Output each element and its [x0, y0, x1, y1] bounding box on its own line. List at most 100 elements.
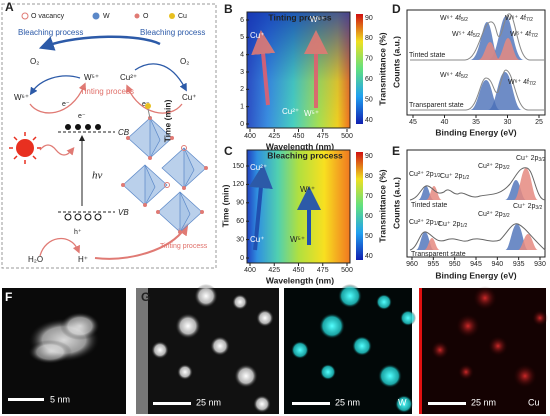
photon-arrow — [39, 144, 75, 156]
electrons — [65, 124, 101, 130]
trend-arrow — [248, 164, 273, 251]
panel-label: G — [141, 290, 150, 304]
peak-label: Cu²⁺ 2p3/2 — [478, 163, 510, 171]
species: W⁵⁺ — [84, 73, 99, 82]
peak-label: Cu²⁺ 2p3/2 — [478, 211, 510, 219]
colorbar-tick-label: 80 — [365, 35, 373, 42]
peak-subscript: 3/2 — [503, 165, 510, 171]
cu-atom — [145, 103, 151, 109]
colorbar-tick-label: 60 — [365, 76, 373, 83]
x-tick-label: 500 — [341, 133, 353, 140]
panel-label: C — [224, 144, 233, 158]
annotation: W⁵⁺ — [304, 109, 319, 118]
peak-text: Cu⁺ 2p — [513, 203, 535, 210]
y-tick-label: 2 — [240, 86, 244, 93]
legend-icon — [21, 12, 29, 20]
peak-text: W⁶⁺ 4f — [440, 15, 461, 22]
peak-subscript: 7/2 — [529, 81, 536, 87]
annotation: W⁵⁺ — [290, 235, 305, 244]
peak-label: W⁶⁺ 4f7/2 — [508, 79, 536, 87]
image-edge — [136, 288, 148, 414]
band-label: CB — [118, 128, 130, 137]
x-tick-label: 945 — [470, 261, 482, 268]
panel-g: G 25 nm 25 nm W 25 nm Cu — [136, 284, 548, 414]
peak-label: Cu²⁺ 2p1/2 — [409, 171, 441, 179]
spectrum — [409, 167, 546, 201]
x-tick-label: 25 — [535, 119, 543, 126]
species: O₂ — [180, 57, 189, 66]
legend-text: Cu — [178, 13, 187, 20]
annotation: W⁶⁺ — [310, 15, 325, 24]
state-label: Transparent state — [411, 251, 466, 258]
peak-subscript: 7/2 — [526, 17, 533, 23]
peak-subscript: 3/2 — [503, 213, 510, 219]
peak-text: Cu⁺ 2p — [438, 221, 460, 228]
colorbar-tick-label: 90 — [365, 15, 373, 22]
particle — [60, 312, 100, 340]
legend-icon — [169, 13, 175, 19]
panel-b: B Tinting process Cu⁺ W⁶⁺ Cu²⁺ W⁵⁺ Time … — [162, 2, 387, 151]
colorbar-tick-label: 60 — [365, 213, 373, 220]
x-tick-label: 425 — [268, 267, 280, 274]
peak-text: W⁵⁺ 4f — [510, 31, 531, 38]
y-axis-label: Counts (a.u.) — [391, 36, 401, 88]
plot-title: Bleaching process — [267, 150, 343, 160]
x-tick-label: 450 — [293, 267, 305, 274]
x-tick-label: 960 — [406, 261, 418, 268]
peak — [478, 42, 500, 60]
peak-text: W⁶⁺ 4f — [505, 15, 526, 22]
panel-label: E — [392, 144, 400, 158]
arrow — [126, 84, 183, 114]
legend-icon — [134, 13, 140, 19]
peak — [496, 38, 520, 60]
species: O₂ — [30, 57, 39, 66]
scale-bar — [8, 398, 44, 401]
y-tick-label: 5 — [240, 34, 244, 41]
scale-label: 25 nm — [471, 397, 496, 407]
photon-label: hν — [92, 170, 103, 182]
colorbar-tick-label: 40 — [365, 117, 373, 124]
peak-subscript: 1/2 — [462, 175, 469, 181]
x-axis-label: Wavelength (nm) — [266, 275, 334, 285]
panel-frame — [1, 3, 217, 269]
peak-text: W⁶⁺ 4f — [440, 72, 461, 79]
peak-label: W⁶⁺ 4f5/2 — [440, 15, 468, 23]
plot-frame — [246, 11, 351, 129]
species: h⁺ — [74, 229, 82, 236]
bond — [147, 108, 151, 119]
species: e⁻ — [62, 101, 70, 108]
species: e⁻ — [78, 113, 86, 120]
peak-text: Cu²⁺ 2p — [409, 171, 434, 178]
species: W⁶⁺ — [14, 93, 29, 102]
state-label: Transparent state — [409, 102, 464, 109]
colorbar-label: Transmittance (%) — [377, 32, 387, 105]
panel-label: B — [224, 2, 233, 16]
panel-c: C Bleaching process Cu²⁺ W⁶⁺ Cu⁺ W⁵⁺ Tim… — [220, 144, 387, 285]
peak — [514, 168, 538, 200]
particles — [151, 284, 274, 413]
y-tick-label: 3 — [240, 69, 244, 76]
y-tick-label: 1 — [240, 104, 244, 111]
peak — [518, 234, 538, 250]
panel-label: A — [5, 0, 14, 14]
state-label: Tinted state — [411, 202, 447, 209]
peak-label: Cu⁺ 2p3/2 — [516, 155, 546, 163]
spectrum — [410, 69, 545, 111]
colorbar-tick-label: 70 — [365, 56, 373, 63]
peak-subscript: 3/2 — [535, 205, 542, 211]
y-tick-label: 0 — [240, 255, 244, 262]
process-label: Bleaching process — [140, 28, 205, 37]
peak-subscript: 3/2 — [538, 157, 545, 163]
panel-f: F 5 nm — [2, 288, 126, 414]
scale-bar — [153, 402, 191, 405]
species: H₂O — [28, 255, 43, 264]
colorbar-tick-label: 40 — [365, 253, 373, 260]
peak-subscript: 5/2 — [461, 17, 468, 23]
x-tick-label: 35 — [472, 119, 480, 126]
peak — [505, 224, 528, 250]
x-tick-label: 475 — [317, 267, 329, 274]
x-tick-label: 40 — [441, 119, 449, 126]
x-tick-label: 425 — [268, 133, 280, 140]
